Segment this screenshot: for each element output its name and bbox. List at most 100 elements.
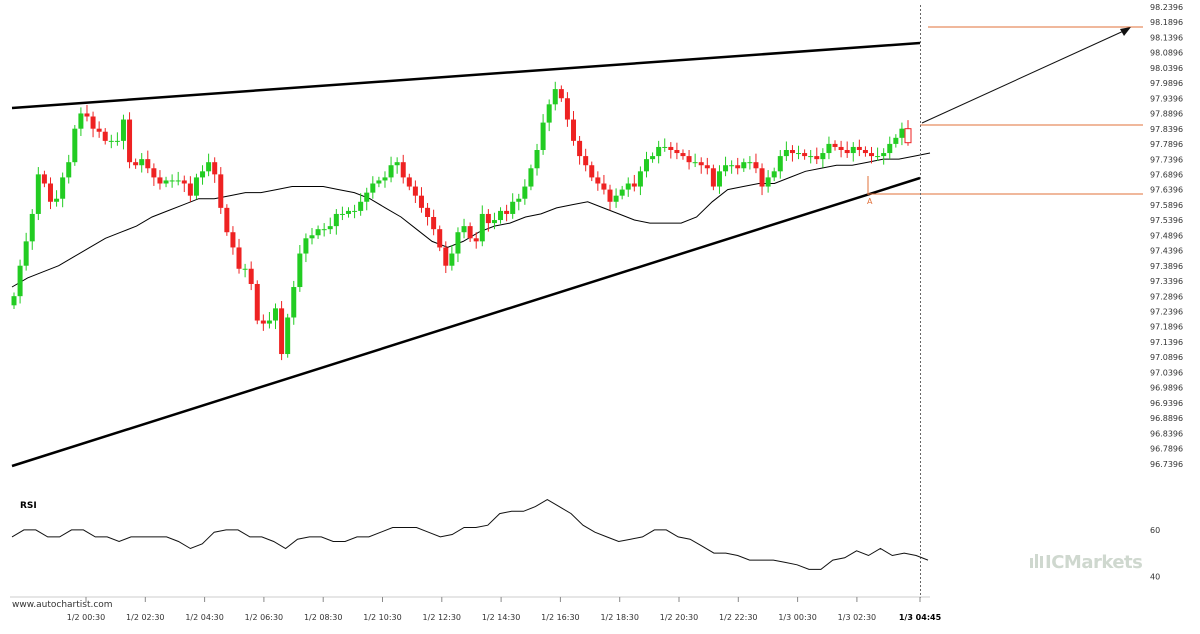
candle-body [498,210,504,221]
y-tick-label: 97.6896 [1150,170,1183,179]
candle-body [315,229,321,236]
y-tick-label: 98.0396 [1150,64,1183,73]
x-tick-label: 1/2 14:30 [482,613,520,622]
candle-body [443,247,449,266]
candle-body [242,268,248,270]
y-tick-label: 97.1396 [1150,338,1183,347]
candle-body [789,150,795,154]
candle-body [904,128,912,144]
x-tick-label: 1/2 12:30 [423,613,461,622]
x-tick-label: 1/3 04:45 [899,613,942,622]
candle-body [17,265,23,297]
candle-body [887,143,893,154]
candle-body [175,180,181,182]
candle-body [899,128,905,138]
x-tick-label: 1/3 00:30 [778,613,816,622]
projection-arrowhead [1120,27,1131,36]
rsi-title: RSI [20,501,37,511]
candle-body [552,89,558,105]
candle-body [345,210,351,214]
candle-body [869,153,875,157]
candle-body [765,177,771,187]
candle-body [504,210,510,214]
x-tick-label: 1/3 02:30 [838,613,876,622]
candle-body [309,235,315,239]
y-tick-label: 97.8396 [1150,125,1183,134]
autochartist-watermark: www.autochartist.com [12,600,113,610]
candle-body [613,195,619,202]
projection-arrow [921,28,1129,124]
candle-body [510,201,516,214]
x-tick-label: 1/2 10:30 [363,613,401,622]
y-tick-label: 97.4396 [1150,247,1183,256]
candle-body [814,156,820,160]
candle-body [145,159,151,169]
candle-body [881,153,887,157]
candle-body [291,287,297,318]
candle-body [485,213,491,224]
candle-body [619,189,625,196]
candle-body [674,150,680,154]
candle-body [66,162,72,178]
x-tick-label: 1/2 18:30 [600,613,638,622]
candle-body [47,183,53,202]
candle-body [120,119,126,141]
candle-body [540,122,546,151]
candle-body [808,156,814,158]
candle-body [406,177,412,187]
x-tick-label: 1/2 20:30 [660,613,698,622]
candle-body [303,238,309,254]
candle-body [650,156,656,160]
candle-body [796,153,802,155]
candle-body [820,153,826,160]
candle-body [473,238,479,242]
candle-body [72,128,78,163]
candle-body [759,168,765,187]
candle-body [583,156,589,166]
y-tick-label: 96.9896 [1150,384,1183,393]
icmarkets-logo: ICMarkets [1030,552,1143,573]
y-tick-label: 97.5896 [1150,201,1183,210]
candle-body [193,177,199,196]
y-tick-label: 97.8896 [1150,110,1183,119]
candle-body [370,183,376,193]
candle-body [875,156,881,158]
y-tick-label: 97.9396 [1150,94,1183,103]
candle-body [266,320,272,324]
candle-body [832,143,838,147]
y-tick-label: 98.2396 [1150,3,1183,12]
y-tick-label: 97.9896 [1150,79,1183,88]
candle-body [169,180,175,182]
pattern-label-a: A [867,197,873,206]
candle-body [133,162,139,166]
resistance-line [11,41,921,110]
candle-body [29,213,35,242]
candle-body [11,296,17,306]
candle-body [467,226,473,239]
y-tick-label: 96.7396 [1150,460,1183,469]
candle-body [358,201,364,211]
x-tick-label: 1/2 00:30 [67,613,105,622]
y-tick-label: 97.1896 [1150,323,1183,332]
candle-body [692,162,698,164]
candle-body [826,143,832,154]
candle-body [297,253,303,288]
y-tick-label: 97.2396 [1150,308,1183,317]
candle-body [260,320,266,324]
candle-body [102,131,108,141]
y-tick-label: 97.6396 [1150,186,1183,195]
candle-body [558,89,564,99]
candle-body [273,308,279,321]
candle-body [254,283,260,321]
candle-body [704,165,710,169]
candle-body [224,207,230,233]
icmarkets-brand-text: ICMarkets [1045,552,1142,573]
y-tick-label: 97.7896 [1150,140,1183,149]
candle-body [339,213,345,215]
y-tick-label: 97.3896 [1150,262,1183,271]
candle-body [893,137,899,144]
candle-body [425,207,431,217]
candle-body [662,146,668,148]
candle-body [455,232,461,254]
